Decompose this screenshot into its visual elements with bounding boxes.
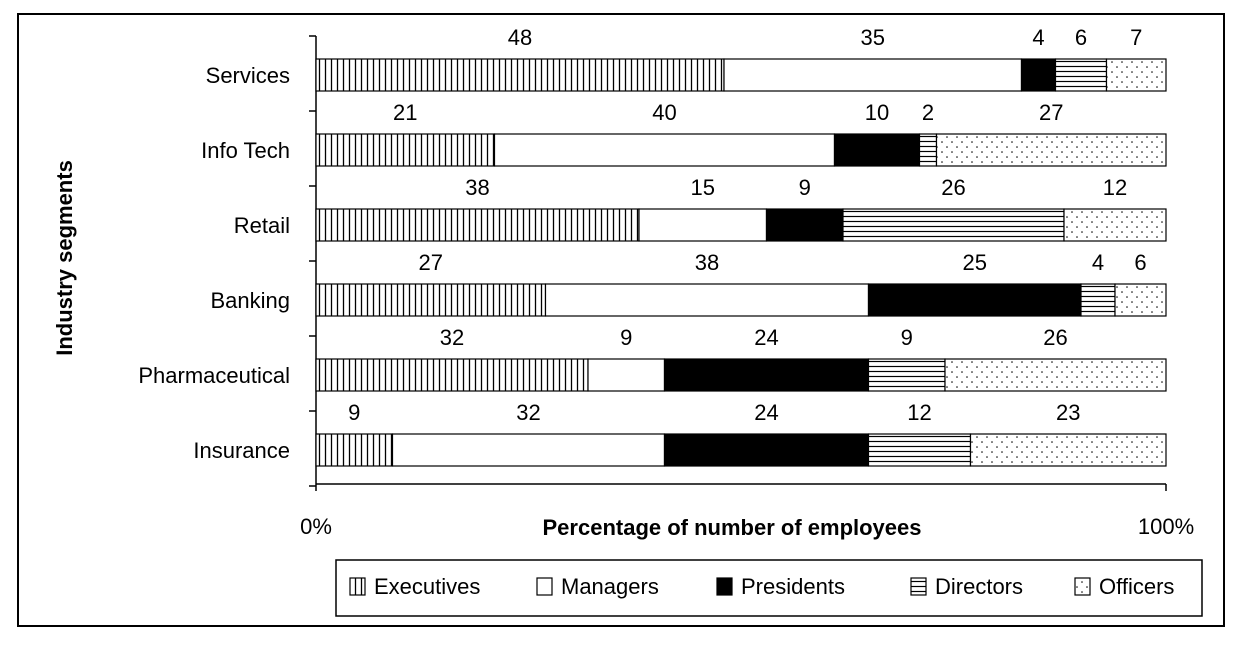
- legend-swatch-executives: [349, 577, 366, 596]
- data-label-pharmaceutical-managers: 9: [620, 325, 632, 350]
- data-label-retail-officers: 12: [1103, 175, 1127, 200]
- bar-info-tech-officers: [935, 133, 1167, 167]
- data-label-services-executives: 48: [508, 25, 532, 50]
- legend-swatch-managers: [536, 577, 553, 596]
- x-axis-title: Percentage of number of employees: [543, 515, 922, 540]
- data-label-retail-managers: 15: [691, 175, 715, 200]
- bar-services-executives: [315, 58, 725, 92]
- y-tick-label-pharmaceutical: Pharmaceutical: [138, 363, 290, 388]
- bar-pharmaceutical-presidents: [663, 358, 870, 392]
- y-tick-label-retail: Retail: [234, 213, 290, 238]
- bar-banking-managers: [544, 283, 870, 317]
- data-label-banking-presidents: 25: [963, 250, 987, 275]
- bar-banking-directors: [1080, 283, 1116, 317]
- data-label-insurance-managers: 32: [516, 400, 540, 425]
- data-label-banking-executives: 27: [419, 250, 443, 275]
- data-label-retail-presidents: 9: [799, 175, 811, 200]
- bar-banking-presidents: [867, 283, 1082, 317]
- data-label-info-tech-directors: 2: [922, 100, 934, 125]
- data-label-info-tech-managers: 40: [652, 100, 676, 125]
- bar-pharmaceutical-officers: [944, 358, 1167, 392]
- bar-pharmaceutical-managers: [587, 358, 666, 392]
- data-label-insurance-presidents: 24: [754, 400, 778, 425]
- bar-pharmaceutical-directors: [867, 358, 946, 392]
- legend-swatch-officers: [1074, 577, 1091, 596]
- data-label-pharmaceutical-presidents: 24: [754, 325, 778, 350]
- data-label-info-tech-executives: 21: [393, 100, 417, 125]
- y-tick-label-info-tech: Info Tech: [201, 138, 290, 163]
- legend-label-executives: Executives: [374, 574, 480, 599]
- bar-insurance-executives: [315, 433, 394, 467]
- data-label-info-tech-presidents: 10: [865, 100, 889, 125]
- bar-retail-managers: [638, 208, 768, 242]
- data-label-insurance-executives: 9: [348, 400, 360, 425]
- legend-swatch-presidents: [716, 577, 733, 596]
- data-label-services-presidents: 4: [1032, 25, 1044, 50]
- y-axis-title: Industry segments: [52, 160, 77, 356]
- bar-retail-officers: [1063, 208, 1167, 242]
- data-label-pharmaceutical-directors: 9: [901, 325, 913, 350]
- data-label-services-officers: 7: [1130, 25, 1142, 50]
- y-tick-label-services: Services: [206, 63, 290, 88]
- legend-label-officers: Officers: [1099, 574, 1174, 599]
- bar-info-tech-directors: [918, 133, 938, 167]
- data-label-insurance-directors: 12: [907, 400, 931, 425]
- bar-banking-executives: [315, 283, 547, 317]
- bar-retail-presidents: [765, 208, 844, 242]
- y-tick-label-insurance: Insurance: [193, 438, 290, 463]
- bar-services-presidents: [1020, 58, 1057, 92]
- bar-info-tech-managers: [493, 133, 836, 167]
- bar-services-directors: [1054, 58, 1108, 92]
- data-label-retail-directors: 26: [941, 175, 965, 200]
- data-label-insurance-officers: 23: [1056, 400, 1080, 425]
- data-label-pharmaceutical-officers: 26: [1043, 325, 1067, 350]
- bar-retail-executives: [315, 208, 640, 242]
- data-label-services-managers: 35: [861, 25, 885, 50]
- legend-label-directors: Directors: [935, 574, 1023, 599]
- data-label-banking-directors: 4: [1092, 250, 1104, 275]
- data-label-retail-executives: 38: [465, 175, 489, 200]
- data-label-services-directors: 6: [1075, 25, 1087, 50]
- bar-insurance-officers: [969, 433, 1167, 467]
- legend-label-managers: Managers: [561, 574, 659, 599]
- bar-info-tech-executives: [315, 133, 496, 167]
- bar-insurance-directors: [867, 433, 972, 467]
- data-label-banking-officers: 6: [1134, 250, 1146, 275]
- chart-frame: [17, 13, 1225, 627]
- bar-info-tech-presidents: [833, 133, 921, 167]
- bar-services-managers: [723, 58, 1023, 92]
- bar-pharmaceutical-executives: [315, 358, 589, 392]
- y-tick-label-banking: Banking: [210, 288, 290, 313]
- bar-insurance-presidents: [663, 433, 870, 467]
- data-label-info-tech-officers: 27: [1039, 100, 1063, 125]
- legend-label-presidents: Presidents: [741, 574, 845, 599]
- data-label-banking-managers: 38: [695, 250, 719, 275]
- x-tick-label-100: 100%: [1138, 514, 1194, 539]
- bar-insurance-managers: [391, 433, 666, 467]
- legend-box: [335, 559, 1203, 617]
- data-label-pharmaceutical-executives: 32: [440, 325, 464, 350]
- bar-retail-directors: [842, 208, 1065, 242]
- x-tick-label-0: 0%: [300, 514, 332, 539]
- bar-banking-officers: [1114, 283, 1167, 317]
- legend-swatch-directors: [910, 577, 927, 596]
- bar-services-officers: [1105, 58, 1167, 92]
